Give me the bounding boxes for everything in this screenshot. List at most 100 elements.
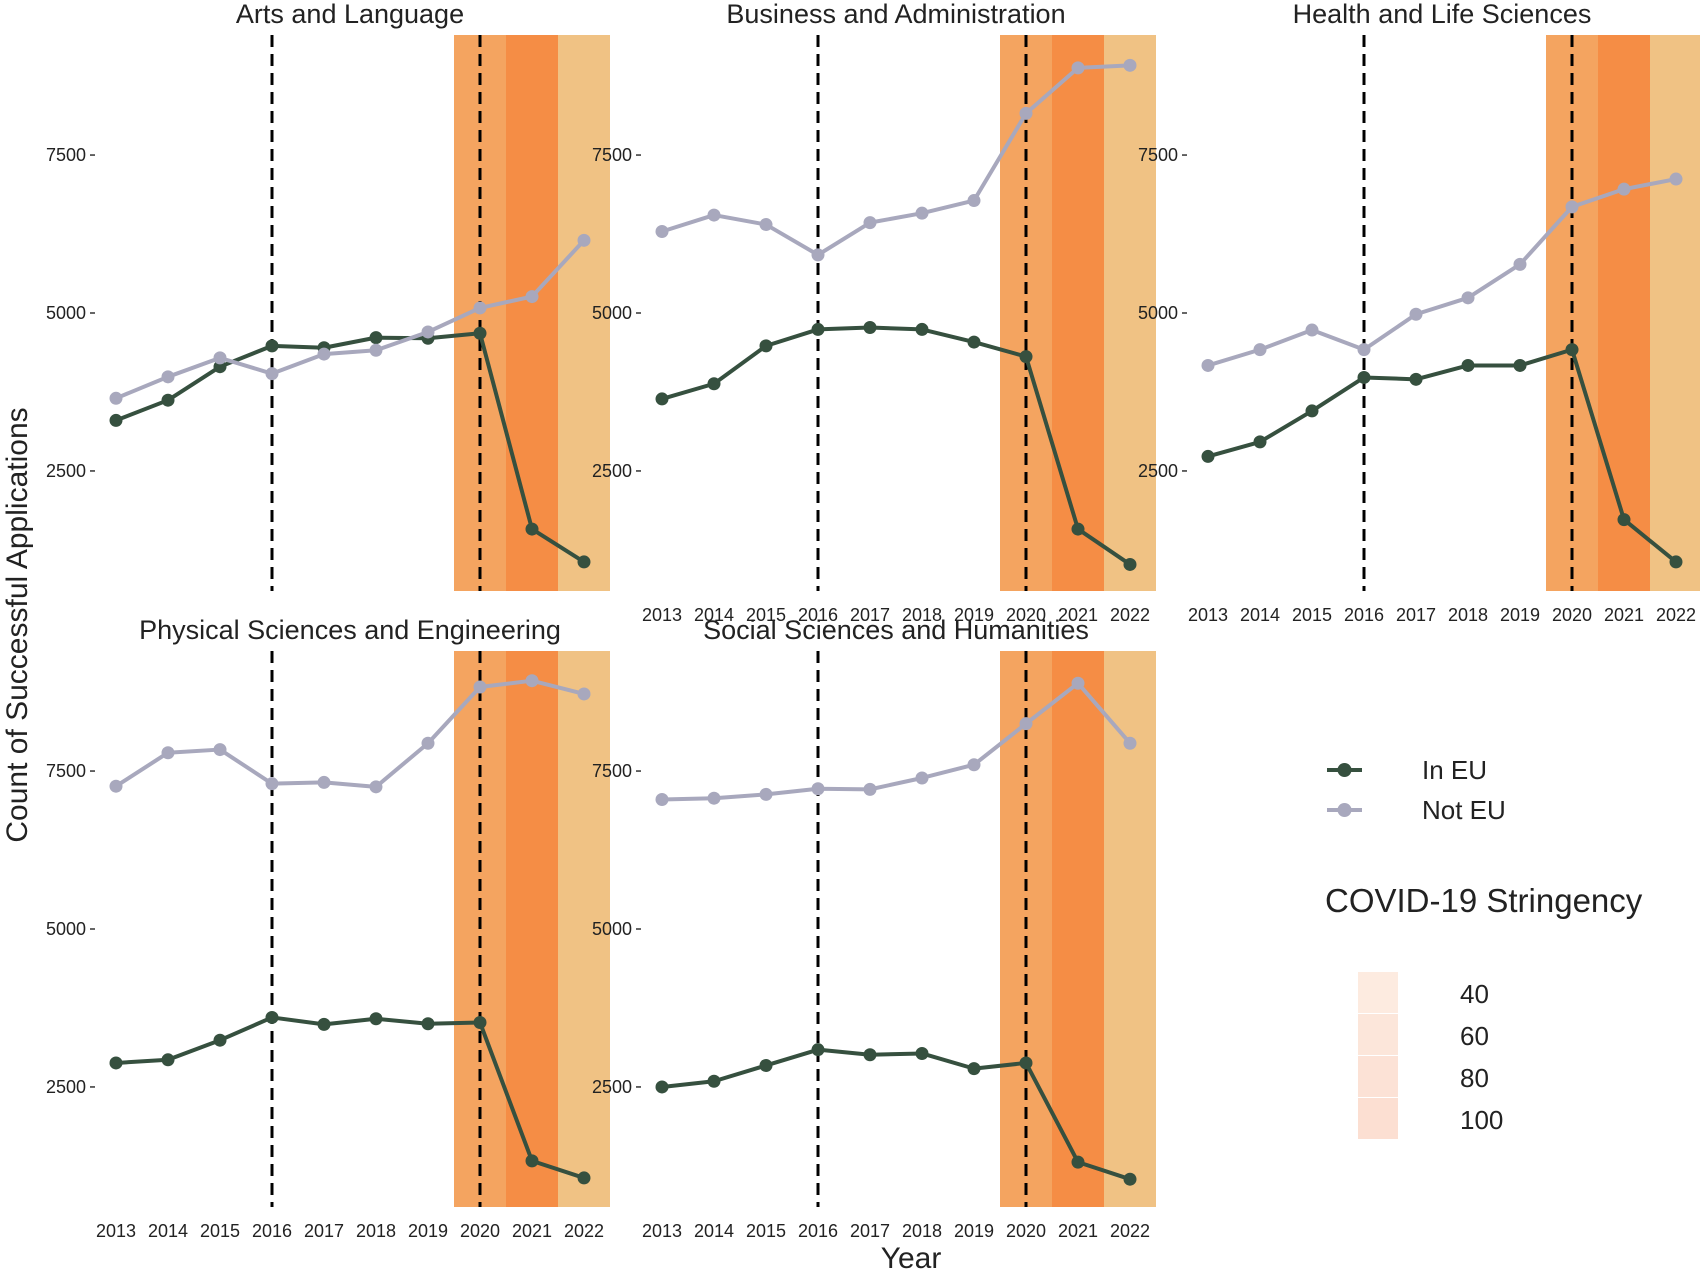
- y-tick-label: 7500: [46, 145, 86, 165]
- x-tick-label: 2014: [1240, 605, 1280, 625]
- x-tick-label: 2016: [798, 1221, 838, 1241]
- series-line-not-eu: [661, 681, 1132, 802]
- data-point-not-eu-2014: [1253, 343, 1267, 357]
- data-point-in-eu-2022: [1123, 1172, 1137, 1186]
- x-tick-label: 2020: [1552, 605, 1592, 625]
- y-tick-label: 7500: [46, 761, 86, 781]
- data-point-in-eu-2014: [1253, 435, 1267, 449]
- x-tick-label: 2020: [1006, 1221, 1046, 1241]
- data-point-in-eu-2020: [1565, 343, 1579, 357]
- data-point-not-eu-2017: [1409, 307, 1423, 321]
- data-point-in-eu-2022: [577, 555, 591, 569]
- x-tick-label: 2019: [1500, 605, 1540, 625]
- data-point-not-eu-2014: [707, 208, 721, 222]
- x-tick-label: 2021: [1604, 605, 1644, 625]
- data-point-in-eu-2016: [1357, 370, 1371, 384]
- stringency-swatch-60: [1358, 1014, 1398, 1055]
- y-tick-label: 7500: [592, 145, 632, 165]
- legend-label-in-eu: In EU: [1422, 755, 1487, 785]
- x-tick-label: 2022: [1110, 605, 1150, 625]
- y-tick-label: 2500: [46, 1077, 86, 1097]
- data-point-not-eu-2019: [421, 325, 435, 339]
- y-tick-label: 2500: [592, 461, 632, 481]
- data-point-not-eu-2015: [213, 351, 227, 365]
- x-tick-label: 2018: [902, 1221, 942, 1241]
- data-point-in-eu-2022: [1669, 555, 1683, 569]
- x-tick-label: 2016: [252, 1221, 292, 1241]
- data-point-in-eu-2021: [525, 1154, 539, 1168]
- data-point-not-eu-2022: [1669, 172, 1683, 186]
- data-point-not-eu-2015: [1305, 323, 1319, 337]
- x-tick-label: 2014: [694, 605, 734, 625]
- panel-physical-sciences-and-engineering: Physical Sciences and Engineering 2500 500…: [46, 615, 610, 1241]
- data-point-not-eu-2013: [1201, 358, 1215, 372]
- series-line-in-eu: [661, 325, 1132, 567]
- x-tick-label: 2019: [954, 1221, 994, 1241]
- x-tick-label: 2018: [902, 605, 942, 625]
- data-point-not-eu-2022: [1123, 58, 1137, 72]
- stringency-swatch-40: [1358, 972, 1398, 1013]
- data-point-not-eu-2020: [473, 301, 487, 315]
- data-point-not-eu-2017: [863, 782, 877, 796]
- x-tick-label: 2013: [642, 1221, 682, 1241]
- y-tick-label: 2500: [592, 1077, 632, 1097]
- series-line-not-eu: [114, 678, 585, 789]
- data-point-in-eu-2017: [317, 1017, 331, 1031]
- y-tick-label: 5000: [592, 919, 632, 939]
- legend-marker-not-eu: [1337, 803, 1352, 817]
- data-point-not-eu-2016: [1357, 343, 1371, 357]
- data-point-not-eu-2018: [369, 780, 383, 794]
- y-tick-label: 2500: [46, 461, 86, 481]
- panel-title: Business and Administration: [726, 0, 1065, 29]
- series-line-not-eu: [661, 63, 1131, 257]
- data-point-in-eu-2014: [161, 393, 175, 407]
- data-point-not-eu-2021: [525, 674, 539, 688]
- data-point-not-eu-2020: [1565, 200, 1579, 214]
- stringency-band-2021: [506, 35, 558, 591]
- data-point-not-eu-2022: [1123, 736, 1137, 750]
- data-point-not-eu-2019: [967, 194, 981, 208]
- x-tick-label: 2015: [1292, 605, 1332, 625]
- data-point-in-eu-2013: [109, 1056, 123, 1070]
- data-point-in-eu-2018: [915, 322, 929, 336]
- data-point-not-eu-2016: [265, 777, 279, 791]
- data-point-not-eu-2020: [473, 680, 487, 694]
- data-point-in-eu-2018: [1461, 358, 1475, 372]
- x-tick-label: 2020: [460, 1221, 500, 1241]
- panel-health-and-life-sciences: Health and Life Sciences 2500 5000 7500 2013…: [1138, 0, 1700, 625]
- data-point-in-eu-2020: [1019, 350, 1033, 364]
- data-point-not-eu-2021: [525, 290, 539, 304]
- stringency-swatch-80: [1358, 1056, 1398, 1097]
- data-point-in-eu-2016: [265, 1010, 279, 1024]
- y-tick-label: 7500: [592, 761, 632, 781]
- x-tick-label: 2013: [642, 605, 682, 625]
- data-point-not-eu-2021: [1071, 61, 1085, 75]
- data-point-not-eu-2013: [109, 779, 123, 793]
- stringency-band-2022: [1104, 651, 1156, 1207]
- data-point-not-eu-2021: [1617, 182, 1631, 196]
- y-axis-title: Count of Successful Applications: [1, 407, 34, 842]
- data-point-not-eu-2014: [161, 370, 175, 384]
- y-tick-label: 5000: [1138, 303, 1178, 323]
- data-point-not-eu-2015: [213, 743, 227, 757]
- stringency-band-2021: [1052, 651, 1104, 1207]
- stringency-band-2021: [1598, 35, 1650, 591]
- data-point-in-eu-2013: [1201, 449, 1215, 463]
- data-point-not-eu-2019: [1513, 257, 1527, 271]
- y-tick-label: 7500: [1138, 145, 1178, 165]
- data-point-in-eu-2017: [1409, 372, 1423, 386]
- data-point-not-eu-2016: [265, 367, 279, 381]
- data-point-in-eu-2019: [421, 1017, 435, 1031]
- stringency-label-80: 80: [1460, 1063, 1489, 1093]
- y-tick-label: 5000: [592, 303, 632, 323]
- x-tick-label: 2019: [408, 1221, 448, 1241]
- data-point-in-eu-2017: [863, 1048, 877, 1062]
- stringency-band-2022: [1104, 35, 1156, 591]
- x-tick-label: 2015: [746, 1221, 786, 1241]
- y-tick-label: 5000: [46, 919, 86, 939]
- data-point-in-eu-2013: [109, 413, 123, 427]
- x-tick-label: 2014: [694, 1221, 734, 1241]
- data-point-not-eu-2016: [811, 248, 825, 262]
- data-point-in-eu-2021: [1071, 522, 1085, 536]
